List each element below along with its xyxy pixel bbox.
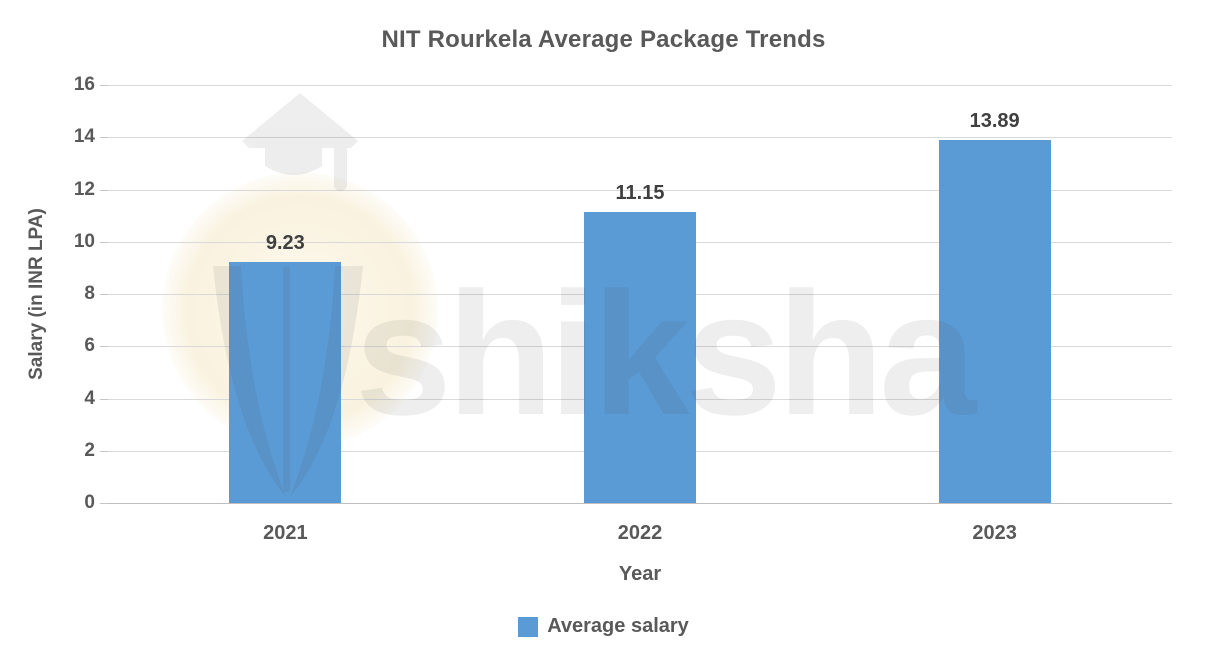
legend-label: Average salary — [547, 615, 689, 637]
bar-value-label: 13.89 — [969, 110, 1020, 133]
x-tick-label: 2023 — [972, 522, 1017, 544]
y-tick-label: 4 — [84, 387, 95, 409]
y-tick-label: 14 — [73, 126, 95, 148]
y-tick-label: 0 — [84, 492, 95, 513]
y-tick-label: 16 — [73, 74, 95, 95]
y-axis-title: Salary (in INR LPA) — [26, 208, 47, 380]
x-axis-title: Year — [618, 563, 662, 585]
y-tick-mark — [100, 294, 108, 295]
gridline — [108, 137, 1172, 139]
gridline — [108, 503, 1172, 504]
y-tick-mark — [100, 503, 108, 504]
y-tick-mark — [100, 450, 108, 452]
legend: Average salary — [0, 615, 1207, 638]
x-tick-label: 2021 — [263, 522, 308, 544]
bar-value-label: 11.15 — [615, 181, 665, 204]
bar-value-label: 9.23 — [265, 231, 305, 254]
y-tick-mark — [100, 189, 108, 191]
chart-title: NIT Rourkela Average Package Trends — [381, 26, 826, 53]
plot-area: 0 2 4 6 8 10 12 14 16 9.23 2021 11.15 2022 13.89 2023 — [74, 74, 1172, 544]
y-tick-mark — [100, 346, 108, 348]
gridline — [108, 85, 1172, 86]
legend-swatch-icon — [518, 616, 539, 637]
gridline — [108, 189, 1172, 191]
y-tick-label: 12 — [73, 178, 95, 200]
y-tick-label: 8 — [84, 283, 95, 304]
y-tick-mark — [100, 241, 108, 243]
y-tick-label: 10 — [73, 230, 95, 252]
x-tick-label: 2022 — [617, 522, 663, 544]
bar-2022 — [584, 211, 696, 503]
y-tick-label: 2 — [84, 439, 95, 461]
bar-2021 — [229, 261, 342, 503]
y-tick-label: 6 — [84, 335, 95, 357]
y-tick-mark — [100, 398, 108, 400]
bar-2023 — [938, 140, 1051, 503]
y-tick-mark — [100, 137, 108, 139]
y-tick-mark — [100, 85, 108, 86]
